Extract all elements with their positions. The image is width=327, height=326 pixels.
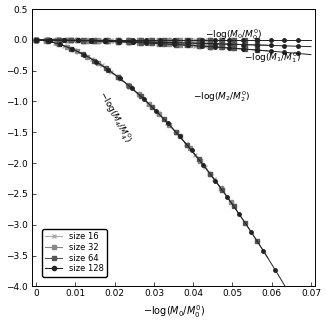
Text: $-\log(M_4/M_4^0)$: $-\log(M_4/M_4^0)$: [95, 88, 135, 146]
Legend: size 16, size 32, size 64, size 128: size 16, size 32, size 64, size 128: [42, 229, 107, 276]
X-axis label: $-\log(M_0/M_0^0)$: $-\log(M_0/M_0^0)$: [143, 304, 205, 320]
Text: $-\log(M_2/M_2^0)$: $-\log(M_2/M_2^0)$: [193, 89, 250, 104]
Text: $-\log(M_0/M_0^0)$: $-\log(M_0/M_0^0)$: [205, 27, 262, 42]
Text: $-\log(M_1/M_1^0)$: $-\log(M_1/M_1^0)$: [244, 50, 301, 65]
